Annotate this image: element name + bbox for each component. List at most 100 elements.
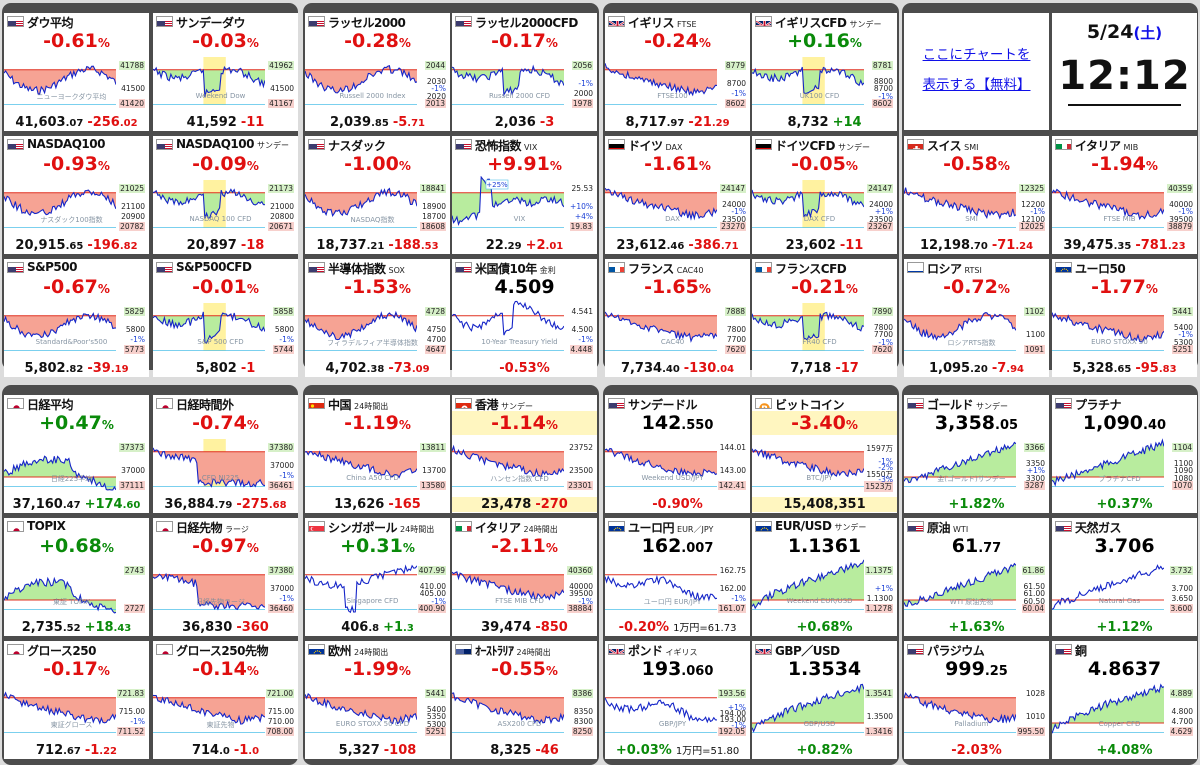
price-change-main: -275: [236, 497, 269, 512]
price: 12,198.70: [920, 238, 988, 253]
tile-bitcoin[interactable]: B ビットコイン-3.40% 1597万 1523万 -1%-2%1550万-3% BTC…: [752, 395, 897, 513]
chart-watermark: WTI 原油先物: [949, 598, 994, 606]
price-decimals: .67: [63, 746, 81, 757]
chart-watermark: Weekend EUR/USD: [786, 597, 853, 605]
tile-title: ダウ平均: [27, 14, 74, 31]
jp-flag-icon: [157, 649, 172, 654]
tile-nikkei-after[interactable]: 日経時間外 -0.74% 37380 36461 37000 -1% CFD NI225 36…: [153, 395, 298, 513]
tile-title: フランスCFD: [775, 260, 847, 277]
tile-daxcfd[interactable]: ドイツCFD サンデー -0.05% 24147 23267 24000 +1% 23500 D…: [752, 136, 897, 254]
tile-europe[interactable]: 欧州 24時間出 -1.99% 5441 5251 5400 5350 5300 EURO ST…: [305, 641, 450, 759]
mini-chart: [153, 572, 265, 611]
tile-bottom-values: 7,734.40 -130.04: [605, 361, 750, 376]
tile-china[interactable]: 中国 24時間出 -1.19% 13811 13580 13700 China A50 CF…: [305, 395, 450, 513]
chart-watermark: NASDAQ指数: [350, 216, 395, 224]
change-percent: -0.28%: [305, 30, 450, 52]
change-percent-value: -0.55: [491, 658, 546, 680]
price-line: [904, 187, 1016, 220]
mini-chart: [305, 310, 417, 351]
flag: [308, 521, 325, 532]
tile-bottom-values: 12,198.70 -71.24: [904, 238, 1049, 253]
free-chart-link-line2[interactable]: 表示する【無料】: [922, 77, 1031, 93]
tile-sox[interactable]: 半導体指数 SOX -1.53% 4728 4647 4750 4700 フィラデルフィア半導…: [305, 259, 450, 377]
tile-nasdaq100[interactable]: NASDAQ100 -0.93% 21025 20782 21100 20900 ナスダック…: [4, 136, 149, 254]
axis-tick-label: -1%: [878, 457, 893, 466]
axis-high-label: 7888: [724, 307, 746, 316]
tile-smi[interactable]: スイス SMI -0.58% 12325 12025 12200 -1% 12100 SMI 12…: [904, 136, 1049, 254]
tile-rtsi[interactable]: ロシア RTSI -0.72% 1102 1091 1100 ロシアRTS指数 1,095.2…: [904, 259, 1049, 377]
tile-vix[interactable]: 恐怖指数 VIX +9.91% +25% 25.53 19.83 +10% +4% VIX 22.…: [452, 136, 597, 254]
percent-unit: %: [545, 541, 558, 555]
tile-subtitle: EUR／JPY: [677, 525, 714, 534]
tile-bottom-values: +0.68%: [752, 620, 897, 635]
tile-growth250[interactable]: グロース250 -0.17% 721.83 711.52 715.00 -1% 東証グロース…: [4, 641, 149, 759]
tile-bottom-values: 5,802 -1: [153, 361, 298, 376]
tile-sp500[interactable]: S&P500 -0.67% 5829 5773 5800 -1% Standard&Poor…: [4, 259, 149, 377]
change-percent-value: -0.58: [943, 153, 998, 175]
tile-bottom-values: 15,408,351: [752, 497, 897, 512]
chart-watermark: プラチナCFD: [1098, 475, 1141, 483]
eu-flag-icon: [609, 526, 624, 531]
tile-platinum[interactable]: プラチナ 1,090.40 1104 1070 1100 1090 1080 プラチナCFD +…: [1052, 395, 1197, 513]
tile-mib[interactable]: イタリア MIB -1.94% 40359 38879 40000 -1% 39500 FTSE…: [1052, 136, 1197, 254]
percent-unit: %: [545, 36, 558, 50]
axis-high-label: 41788: [119, 61, 145, 70]
price-change: -850: [535, 620, 568, 635]
tile-sunday-dow[interactable]: サンデーダウ -0.03% 41962 41167 41500 Weekend Dow 41…: [153, 13, 298, 131]
tile-subtitle: RTSI: [964, 266, 982, 275]
price-change-main: -130: [683, 361, 717, 376]
tile-euro50[interactable]: ユーロ50 -1.77% 5441 5251 5400 -1% 5300 EURO STOXX…: [1052, 259, 1197, 377]
mini-chart: [752, 303, 864, 351]
tile-nasdaq100sunday[interactable]: NASDAQ100 サンデー -0.09% 21173 20671 21000 20800 N…: [153, 136, 298, 254]
price-change-decimals: .83: [1158, 364, 1177, 375]
price-change-decimals: .09: [411, 364, 430, 375]
tile-eurusd[interactable]: EUR/USD サンデー 1.1361 1.1375 1.1278 +1% 1.1300 We…: [752, 518, 897, 636]
tile-cfdfr[interactable]: フランスCFD -0.21% 7890 7620 7800 7700 -1% FR40 CFD…: [752, 259, 897, 377]
tile-us10y[interactable]: 米国債10年 金利 4.509 4.541 4.448 4.500 -1% 10-Year T…: [452, 259, 597, 377]
tile-australia[interactable]: ｵｰｽﾄﾗﾘｱ 24時間出 -0.55% 8386 8250 8350 8300 ASX200…: [452, 641, 597, 759]
change-percent: -0.55%: [452, 658, 597, 680]
tile-growth250f[interactable]: グロース250先物 -0.14% 721.00 708.00 715.00 710.00 東…: [153, 641, 298, 759]
tile-nasdaq[interactable]: ナスダック -1.00% 18841 18608 18900 18700 NASDAQ指数 1…: [305, 136, 450, 254]
current-value: 4.8637: [1052, 658, 1197, 680]
tile-hongkong[interactable]: 香港 サンデー -1.14% 23752 23301 23500 ハンセン指数 CFD 23,…: [452, 395, 597, 513]
price-line: [752, 448, 864, 478]
tile-italy24[interactable]: イタリア 24時間出 -2.11% 40360 38884 40000 39500 -1% FT…: [452, 518, 597, 636]
chart-fill: [752, 189, 864, 217]
tile-natgas[interactable]: 天然ガス 3.706 3.732 3.600 3.700 3.650 Natural Gas…: [1052, 518, 1197, 636]
tile-sp500cfd[interactable]: S&P500CFD -0.01% 5858 5744 5800 -1% S&P 500 CF…: [153, 259, 298, 377]
tile-dow[interactable]: ダウ平均 -0.61% 41788 41420 41500 ニューヨークダウ平均 41,60…: [4, 13, 149, 131]
tile-ftse[interactable]: イギリス FTSE -0.24% 8779 8602 8700 -1% FTSE100 8,71…: [605, 13, 750, 131]
tile-nikkei-futures[interactable]: 日経先物 ラージ -0.97% 37380 36460 37000 -1% 日経先物ラージ 36…: [153, 518, 298, 636]
chart-watermark: CFD NI225: [201, 474, 240, 482]
mini-chart: [752, 559, 864, 610]
current-value: 1.3534: [752, 658, 897, 680]
chart-watermark: 日経先物ラージ: [196, 598, 245, 606]
price-line: [1052, 683, 1164, 734]
tile-copper[interactable]: 銅 4.8637 4.889 4.629 4.800 4.700 Copper CFD +4.…: [1052, 641, 1197, 759]
price-change: +14: [833, 115, 862, 130]
tile-gbpusd[interactable]: GBP／USD 1.3534 1.3541 1.3416 1.3500 GBP/USD +0…: [752, 641, 897, 759]
axis-tick-label: -1%: [878, 91, 893, 101]
tile-russell2000cfd[interactable]: ラッセル2000CFD -0.17% 2056 1978 -1% 2000 Russell …: [452, 13, 597, 131]
change-percent-value: +9.91: [487, 153, 550, 175]
tile-eurjpy[interactable]: ユーロ円 EUR／JPY 162.007 162.75 161.07 162.00 -1% ユ…: [605, 518, 750, 636]
tile-russell2000[interactable]: ラッセル2000 -0.28% 2044 2013 2030 -1% 2020 Russell…: [305, 13, 450, 131]
tile-name: 恐怖指数: [475, 139, 522, 153]
tile-topix[interactable]: TOPIX +0.68% 2743 2727 東証 TOPIX 2,735.52 +18.4…: [4, 518, 149, 636]
tile-sundaydollar[interactable]: サンデードル 142.550 144.01 142.41 143.00 Weekend U…: [605, 395, 750, 513]
tile-gbpjpy[interactable]: ポンド イギリス 193.060 193.56 192.05 +1% 194.00 193.0…: [605, 641, 750, 759]
price-decimals: .20: [970, 364, 988, 375]
axis-tick-label: 715.00: [118, 707, 145, 716]
tile-ftsecfd[interactable]: イギリスCFD サンデー +0.16% 8781 8602 8800 8700 -1% UK10…: [752, 13, 897, 131]
tile-dax[interactable]: ドイツ DAX -1.61% 24147 23270 24000 -1% 23500 DAX 23…: [605, 136, 750, 254]
tile-crude[interactable]: 原油 WTI 61.77 61.86 60.04 61.50 61.00 60.50 WTI 原…: [904, 518, 1049, 636]
tile-name: 半導体指数: [328, 262, 386, 276]
tile-nikkei[interactable]: 日経平均 +0.47% 37373 37111 37000 日経225平均 37,160.4…: [4, 395, 149, 513]
tile-singapore[interactable]: シンガポール 24時間出 +0.31% 407.99 400.90 410.00 405.0…: [305, 518, 450, 636]
tile-palladium[interactable]: パラジウム 999.25 1028 995.50 1010 Palladium -2.03%: [904, 641, 1049, 759]
change-percent-value: -0.01: [192, 276, 247, 298]
tile-gold[interactable]: ゴールド サンデー 3,358.05 3366 3287 3350 +1% 3300 金(ゴール…: [904, 395, 1049, 513]
free-chart-link-line1[interactable]: ここにチャートを: [922, 47, 1031, 63]
tile-cac40[interactable]: フランス CAC40 -1.65% 7888 7620 7800 7700 CAC40 7,73…: [605, 259, 750, 377]
